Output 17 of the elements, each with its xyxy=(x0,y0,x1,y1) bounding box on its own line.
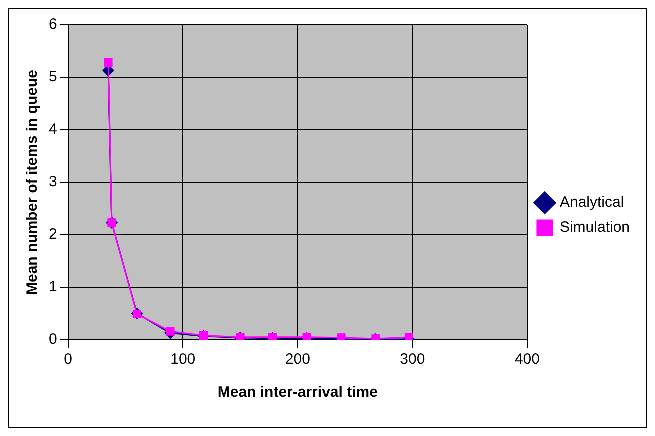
y-tick-label: 0 xyxy=(49,331,58,348)
y-tick-label: 1 xyxy=(49,278,58,296)
y-tick-label: 5 xyxy=(49,68,58,86)
legend-label: Analytical xyxy=(560,194,624,212)
y-tick-label: 2 xyxy=(49,226,58,244)
point xyxy=(104,58,113,68)
y-tick-label: 6 xyxy=(49,16,58,34)
x-tick-label: 100 xyxy=(170,351,196,368)
y-tick-label: 3 xyxy=(49,174,58,191)
legend-label: Simulation xyxy=(560,219,630,236)
x-axis-title: Mean inter-arrival time xyxy=(218,384,378,402)
y-axis-title: Mean number of items in queue xyxy=(24,70,42,296)
x-tick-label: 400 xyxy=(514,351,540,368)
x-tick-label: 300 xyxy=(400,351,426,368)
y-tick-label: 4 xyxy=(49,121,58,138)
x-tick-label: 200 xyxy=(285,351,310,368)
x-tick-label: 0 xyxy=(64,351,73,368)
